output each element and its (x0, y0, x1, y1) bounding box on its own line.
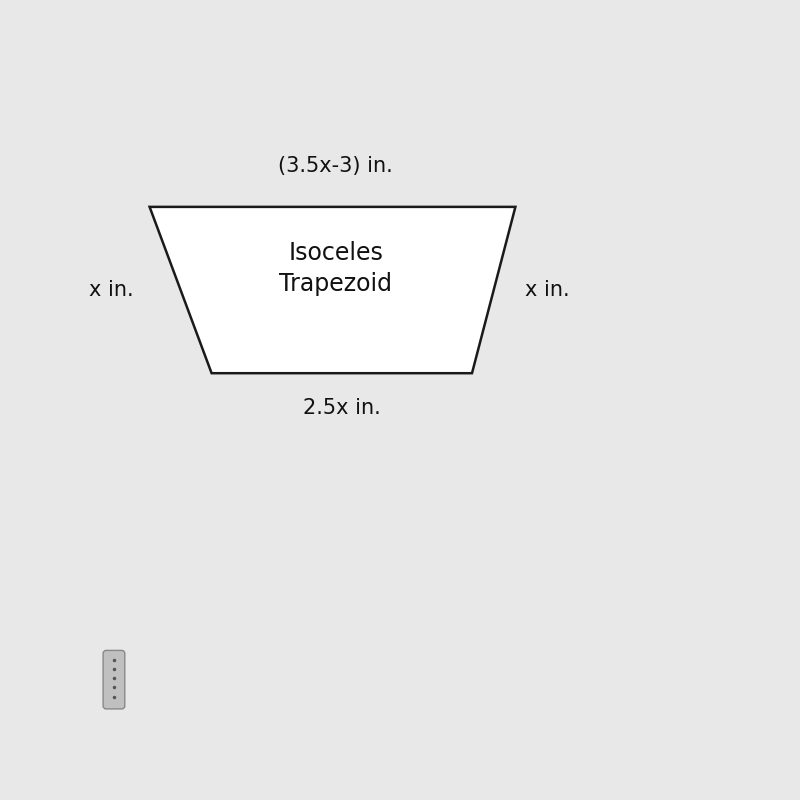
Text: 2.5x in.: 2.5x in. (303, 398, 381, 418)
FancyBboxPatch shape (103, 650, 125, 709)
Text: Isoceles: Isoceles (288, 241, 383, 265)
Polygon shape (150, 207, 515, 373)
Text: (3.5x-3) in.: (3.5x-3) in. (278, 156, 393, 176)
Text: x in.: x in. (525, 280, 570, 300)
Text: x in.: x in. (90, 280, 134, 300)
Text: Trapezoid: Trapezoid (279, 272, 392, 296)
